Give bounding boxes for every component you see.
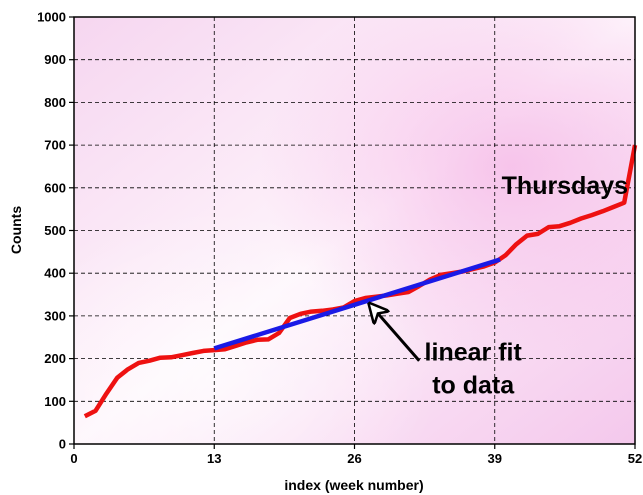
x-tick-labels: 0 13 26 39 52 <box>70 444 642 466</box>
y-tick-label: 100 <box>44 394 66 409</box>
y-tick-label: 1000 <box>37 10 66 25</box>
series-lines <box>83 144 638 419</box>
y-tick-label: 800 <box>44 95 66 110</box>
x-tick-label: 52 <box>628 451 642 466</box>
y-tick-label: 700 <box>44 138 66 153</box>
x-tick-label: 13 <box>207 451 221 466</box>
y-tick-label: 0 <box>59 437 66 452</box>
data-series-line <box>83 144 638 419</box>
y-tick-label: 500 <box>44 223 66 238</box>
plot-frame <box>73 16 636 445</box>
annotations: Thursdays linear fit to data <box>370 172 628 400</box>
x-tick-label: 26 <box>347 451 361 466</box>
y-tick-labels: 0 100 200 300 400 500 600 700 800 900 1000 <box>37 10 74 452</box>
annotation-linear-fit: linear fit <box>425 339 523 367</box>
y-tick-label: 600 <box>44 180 66 195</box>
annotation-to-data: to data <box>432 372 515 400</box>
y-tick-label: 900 <box>44 52 66 67</box>
annotation-arrow <box>370 304 421 362</box>
y-tick-label: 300 <box>44 308 66 323</box>
linear-fit-line <box>213 257 501 351</box>
x-axis-title: index (week number) <box>284 477 423 493</box>
x-tick-label: 0 <box>70 451 77 466</box>
annotation-thursdays: Thursdays <box>502 172 628 200</box>
y-axis-title: Counts <box>8 206 24 254</box>
y-tick-label: 400 <box>44 266 66 281</box>
x-tick-label: 39 <box>488 451 502 466</box>
y-tick-label: 200 <box>44 351 66 366</box>
